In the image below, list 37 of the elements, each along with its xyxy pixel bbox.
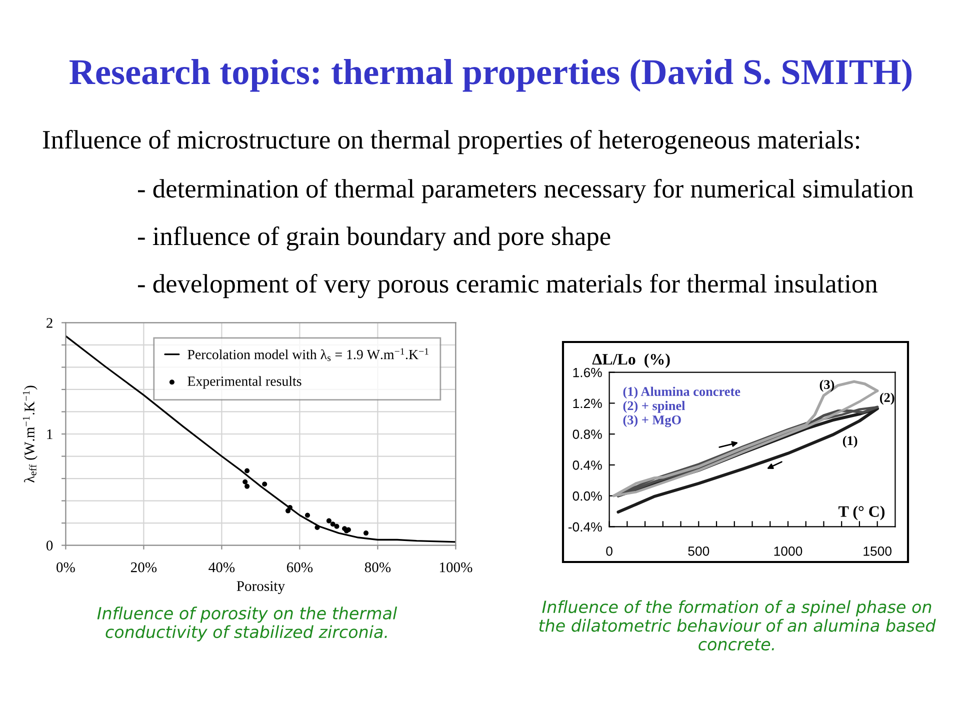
- x-tick-label: 0: [606, 546, 612, 556]
- y-axis-title: λ$_{eff}$ (W.m$^{−1}$.K$^{−1}$): [22, 386, 38, 483]
- y-tick-label: 2: [46, 318, 52, 328]
- x-tick-label: 0%: [56, 562, 75, 572]
- chart-title: Research topics: thermal properties (David S. SMITH): [70, 58, 912, 92]
- x-tick-label: 40%: [208, 562, 235, 572]
- annotation: (2) + spinel: [623, 400, 686, 413]
- text: Influence of porosity on the thermal conductivity of stabilized zirconia.: [97, 606, 398, 642]
- series-label: (1): [842, 436, 858, 448]
- y-axis-title: ΔL/Lo (%): [592, 353, 670, 368]
- y-tick-label: -0.4%: [568, 522, 602, 532]
- x-tick-label: 500: [688, 546, 710, 556]
- text: Influence of microstructure on thermal properties of heterogeneous materials:: [42, 130, 860, 154]
- text: - development of very porous ceramic materials for thermal insulation: [138, 274, 878, 298]
- series-label: (2): [880, 392, 894, 405]
- y-tick-label: 0.8%: [572, 430, 602, 439]
- x-tick-label: 100%: [440, 562, 472, 572]
- legend-label: Experimental results: [188, 376, 302, 389]
- legend-label: Percolation model with λ$_{s}$ = 1.9 W.m$^{−1}$.K$^{−1}$: [188, 348, 428, 362]
- x-axis-title: Porosity: [236, 581, 285, 594]
- x-tick-label: 1000: [774, 546, 802, 556]
- y-tick-label: 0.0%: [572, 491, 602, 501]
- text: Influence of the formation of a spinel phase on the dilatometric behaviour of an alumina based concrete.: [539, 600, 936, 650]
- series-label: (3): [820, 380, 834, 392]
- x-tick-label: 80%: [364, 562, 391, 572]
- annotation: (1) Alumina concrete: [623, 386, 740, 399]
- x-tick-label: 1500: [864, 546, 892, 556]
- annotation: (3) + MgO: [623, 415, 681, 428]
- x-axis-title: T (° C): [838, 506, 884, 520]
- x-tick-label: 60%: [286, 562, 313, 572]
- y-tick-label: 1.6%: [573, 368, 602, 378]
- text: - influence of grain boundary and pore shape: [138, 226, 610, 251]
- y-tick-label: 1: [47, 429, 52, 440]
- text: - determination of thermal parameters necessary for numerical simulation: [138, 178, 914, 204]
- y-tick-label: 1.2%: [573, 398, 602, 408]
- y-tick-label: 0.4%: [572, 460, 602, 470]
- x-tick-label: 20%: [130, 562, 157, 572]
